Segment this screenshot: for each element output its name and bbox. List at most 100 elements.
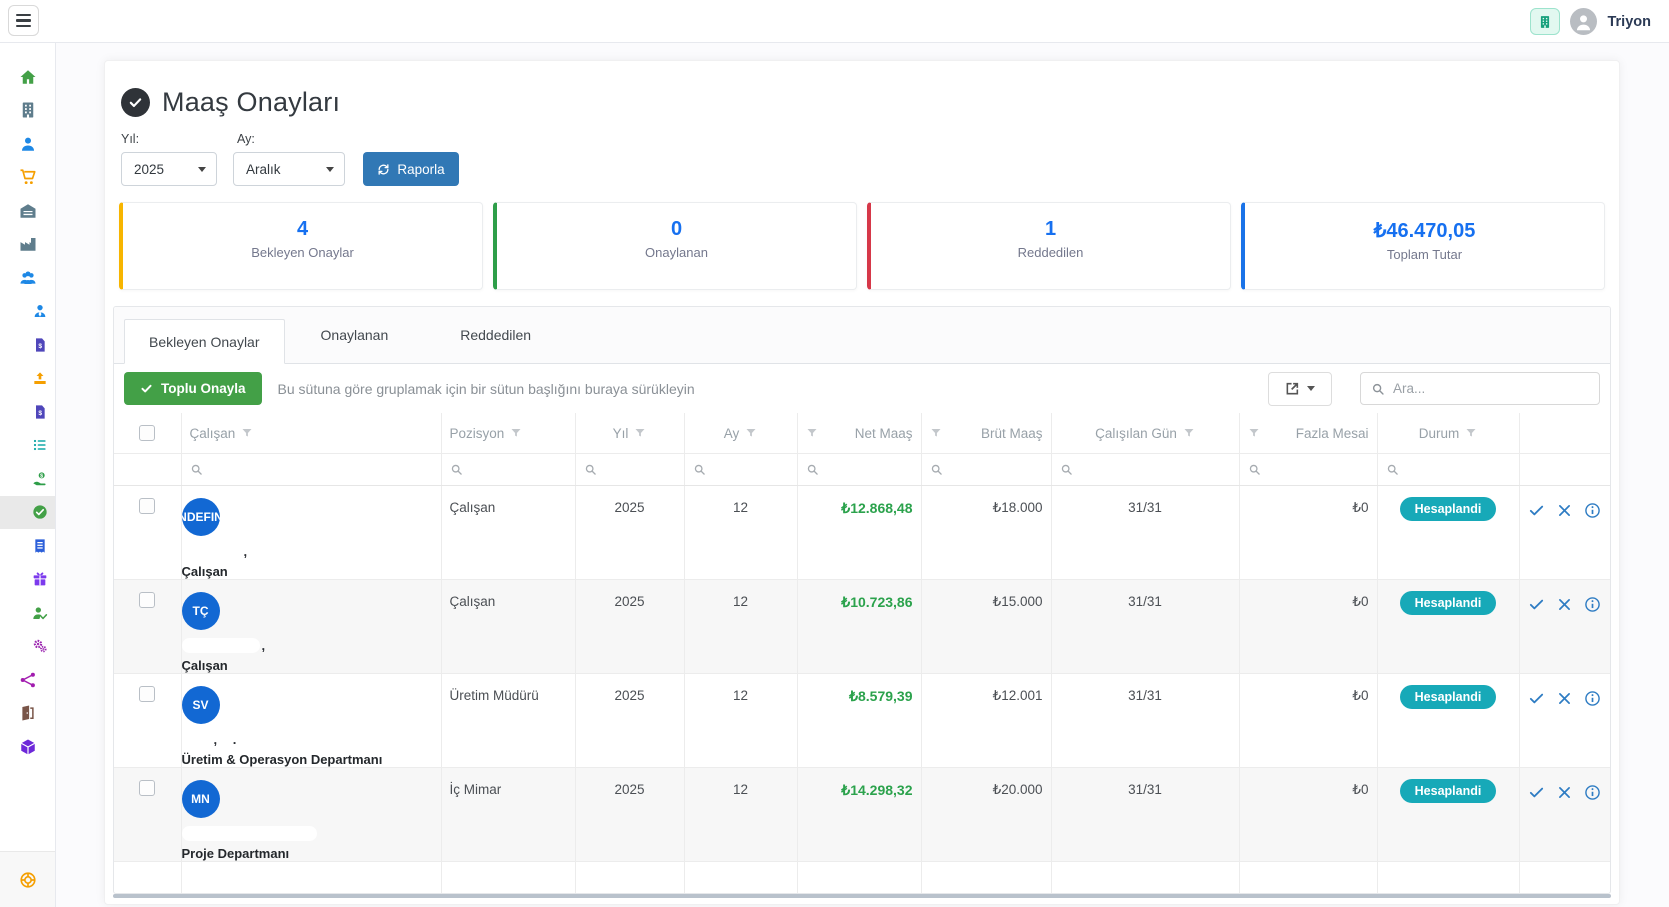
reject-icon[interactable] [1556,690,1573,707]
cell-ay: 12 [683,485,797,580]
sidebar-item-share[interactable] [0,663,55,697]
name-punct: , [243,544,254,559]
reject-icon[interactable] [1556,596,1573,613]
cell-net-maas: ₺8.579,39 [849,688,913,704]
sidebar-item-file-dollar[interactable]: $ [0,328,55,362]
filter-funnel-icon[interactable] [634,427,646,439]
info-icon[interactable] [1584,502,1601,519]
sidebar-item-hand-dollar[interactable]: $ [0,462,55,496]
column-filter-brut[interactable] [930,454,1043,485]
employee-avatar: NDEFIN [181,498,220,536]
approve-icon[interactable] [1528,596,1545,613]
sidebar-item-user-check[interactable] [0,596,55,630]
column-filter-net[interactable] [806,454,913,485]
tab-reddedilen[interactable]: Reddedilen [460,327,532,343]
tab-bekleyen-onaylar[interactable]: Bekleyen Onaylar [124,319,285,364]
report-button[interactable]: Raporla [363,152,459,186]
filter-funnel-icon[interactable] [745,427,757,439]
column-header-yil[interactable]: Yıl [612,425,629,441]
hamburger-icon [16,13,31,17]
column-header-durum[interactable]: Durum [1418,425,1460,441]
year-label: Yıl: [121,132,140,146]
month-select[interactable]: Aralık [233,152,345,186]
export-button[interactable] [1268,371,1332,406]
sidebar-item-factory[interactable] [0,228,55,262]
sidebar-item-check-circle[interactable] [0,495,55,529]
column-filter-mesai[interactable] [1248,454,1369,485]
column-filter-ay[interactable] [693,454,789,485]
redacted-name [181,732,212,747]
row-checkbox[interactable] [139,498,156,514]
sidebar-item-list[interactable] [0,429,55,463]
column-header-calisan[interactable]: Çalışan [189,425,236,441]
column-header-net[interactable]: Net Maaş [854,425,913,441]
info-icon[interactable] [1584,784,1601,801]
cell-fazla-mesai: ₺0 [1238,673,1377,768]
column-filter-durum[interactable] [1386,454,1511,485]
column-filter-gun[interactable] [1060,454,1231,485]
filter-funnel-icon[interactable] [806,427,818,439]
refresh-icon [378,163,389,175]
sidebar-item-gift[interactable] [0,563,55,597]
check-circle-icon [33,505,47,519]
gift-icon [33,572,47,586]
column-header-gun[interactable]: Çalışılan Gün [1095,425,1177,441]
sidebar-item-upload[interactable] [0,362,55,396]
column-header-ay[interactable]: Ay [723,425,740,441]
column-filter-pozisyon[interactable] [450,454,567,485]
column-filter-calisan[interactable] [190,454,433,485]
row-checkbox[interactable] [139,686,156,702]
redacted-name [181,544,242,559]
info-icon[interactable] [1584,596,1601,613]
sidebar-item-door[interactable] [0,697,55,731]
column-header-mesai[interactable]: Fazla Mesai [1295,425,1369,441]
column-filter-yil[interactable] [584,454,676,485]
employee-avatar: MN [181,780,220,818]
company-button[interactable] [1530,8,1561,35]
sidebar-item-user[interactable] [0,127,55,161]
search-icon [1061,464,1072,475]
reject-icon[interactable] [1556,502,1573,519]
sidebar-item-file-dollar[interactable]: $ [0,395,55,429]
sidebar-item-cart[interactable] [0,161,55,195]
row-checkbox[interactable] [139,780,156,796]
approve-icon[interactable] [1528,690,1545,707]
cell-net-maas: ₺12.868,48 [841,500,913,516]
horizontal-scrollbar[interactable] [113,894,1611,898]
cube-icon [20,739,36,755]
support-button[interactable] [19,871,37,889]
filter-funnel-icon[interactable] [930,427,942,439]
filter-funnel-icon[interactable] [1465,427,1477,439]
sidebar-item-home[interactable] [0,60,55,94]
approve-icon[interactable] [1528,502,1545,519]
bulk-approve-button[interactable]: Toplu Onayla [124,372,262,405]
sidebar-item-cube[interactable] [0,730,55,764]
row-checkbox[interactable] [139,592,156,608]
sidebar-item-warehouse[interactable] [0,194,55,228]
check-icon [129,98,142,107]
filter-funnel-icon[interactable] [1183,427,1195,439]
sidebar-item-user-tie[interactable] [0,295,55,329]
sidebar-item-receipt[interactable] [0,529,55,563]
user-avatar[interactable] [1570,8,1598,35]
search-input[interactable] [1393,381,1589,396]
sidebar-item-building[interactable] [0,94,55,128]
sidebar-item-users[interactable] [0,261,55,295]
filter-funnel-icon[interactable] [241,427,253,439]
column-header-brut[interactable]: Brüt Maaş [980,425,1043,441]
info-icon[interactable] [1584,690,1601,707]
year-select[interactable]: 2025 [121,152,217,186]
cell-net-maas: ₺10.723,86 [841,594,913,610]
sidebar-item-gears[interactable] [0,630,55,664]
filter-funnel-icon[interactable] [510,427,522,439]
tab-onaylanan[interactable]: Onaylanan [320,327,389,343]
menu-toggle-button[interactable] [8,5,39,36]
user-name[interactable]: Triyon [1607,13,1651,30]
filter-funnel-icon[interactable] [1248,427,1260,439]
reject-icon[interactable] [1556,784,1573,801]
select-all-checkbox[interactable] [139,425,156,441]
approve-icon[interactable] [1528,784,1545,801]
chevron-down-icon [198,166,206,172]
column-header-pozisyon[interactable]: Pozisyon [449,425,505,441]
stat-value: 1 [1044,218,1057,240]
